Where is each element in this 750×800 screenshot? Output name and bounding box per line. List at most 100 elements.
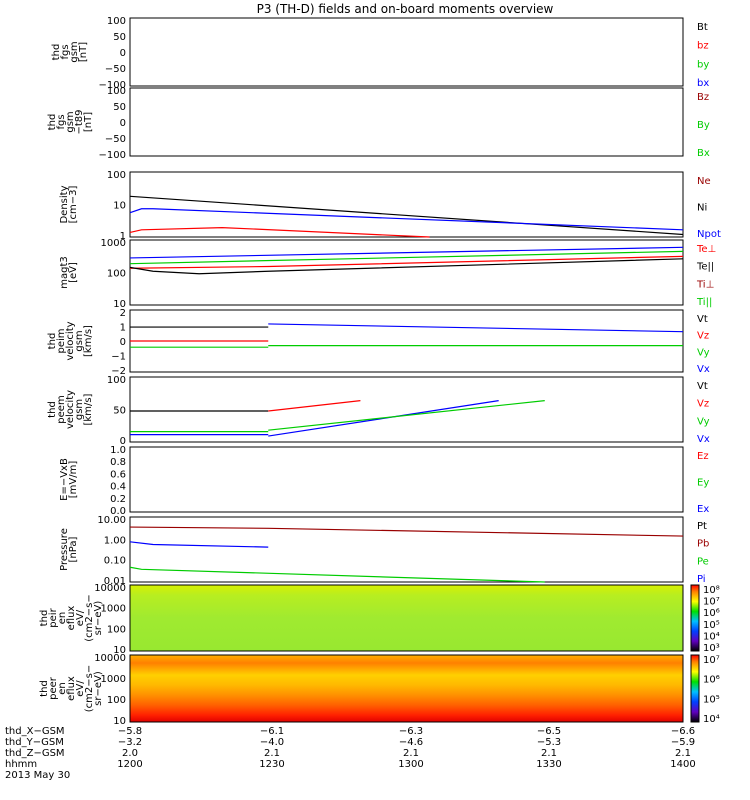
y-axis-label: eflux xyxy=(66,676,77,701)
y-axis-label: eflux xyxy=(66,606,77,631)
y-axis-label: [nPa] xyxy=(68,536,79,562)
panel-exb: Ez Ey Ex 1.00.80.6 0.40.20.0 E=−VxB[mV/m] xyxy=(59,445,709,517)
y-axis-label: (cm2−s− xyxy=(84,594,95,641)
heatmap-peir_eflux xyxy=(130,585,683,651)
y-axis-label: gsm xyxy=(74,399,85,420)
y-axis-label: eV/ xyxy=(75,680,86,697)
x-row-value: −6.6 xyxy=(671,726,695,737)
x-row-value: −5.9 xyxy=(671,737,695,748)
legend-fgs_gse-2: by xyxy=(697,59,709,70)
x-row-value: 1330 xyxy=(536,759,561,770)
date-label: 2013 May 30 xyxy=(5,770,70,781)
series-vel_peim-Vx xyxy=(268,323,684,333)
legend-density-0: Ne xyxy=(697,176,711,187)
y-tick-label: 0.6 xyxy=(110,469,126,480)
legend-vel_peim-0: Vt xyxy=(697,314,708,325)
y-axis-label: en xyxy=(57,682,68,695)
y-axis-label: [km/s] xyxy=(83,393,94,425)
panel-frame xyxy=(129,376,684,443)
y-tick-label: 1.0 xyxy=(110,445,126,456)
series-pressure-Pt xyxy=(129,526,684,537)
y-tick-label: 1 xyxy=(120,323,126,334)
colorbar-tick-label: 10⁶ xyxy=(703,675,720,686)
x-row-value: −4.6 xyxy=(399,737,423,748)
x-row-value: 2.1 xyxy=(264,748,280,759)
x-row-value: −5.8 xyxy=(118,726,142,737)
y-axis-label: thd xyxy=(47,114,58,131)
y-tick-label: 10 xyxy=(113,299,126,310)
series-vel_peem-Vy xyxy=(268,400,545,431)
series-density-Ni xyxy=(129,195,684,236)
panel-magt3: Te⊥ Te|| Ti⊥ Ti|| 1000 100 10 magt3[eV] xyxy=(59,238,716,310)
colorbar-tick-label: 10³ xyxy=(703,643,720,654)
legend-magt3-3: Ti|| xyxy=(696,297,712,308)
y-axis-label: peem xyxy=(56,395,67,423)
y-axis-label: velocity xyxy=(65,390,76,429)
x-row-value: 1200 xyxy=(117,759,142,770)
y-tick-label: 100 xyxy=(107,16,126,27)
panel-frame xyxy=(129,87,684,157)
y-tick-label: 100 xyxy=(107,375,126,386)
y-axis-label: gsm xyxy=(69,41,80,62)
colorbar-peir_eflux xyxy=(690,584,700,652)
y-axis-label: −t89 xyxy=(74,109,85,134)
y-axis-label: thd xyxy=(47,333,58,350)
y-tick-label: 0.8 xyxy=(110,457,126,468)
panel-frame xyxy=(129,171,684,238)
x-row-value: −6.3 xyxy=(399,726,423,737)
legend-pressure-2: Pe xyxy=(697,556,709,567)
y-tick-label: −2 xyxy=(111,366,126,377)
y-tick-label: 0.0 xyxy=(110,506,126,517)
panel-frame xyxy=(129,239,684,306)
series-pressure-Pi xyxy=(129,541,269,548)
y-axis-label: thd xyxy=(51,44,62,61)
legend-vel_peim-3: Vx xyxy=(697,364,710,375)
panel-frame xyxy=(129,17,684,87)
series-density-Ne xyxy=(129,226,430,238)
legend-vel_peem-3: Vx xyxy=(697,434,710,445)
y-tick-label: 100 xyxy=(107,695,126,706)
legend-exb-1: Ey xyxy=(697,478,709,489)
y-tick-label: 1000 xyxy=(101,604,126,615)
series-magt3-Ti|| xyxy=(129,250,684,265)
y-tick-label: −50 xyxy=(105,134,126,145)
y-tick-label: 50 xyxy=(113,32,126,43)
y-axis-label: fgs xyxy=(60,44,71,59)
legend-fgs_t89-0: Bz xyxy=(697,92,709,103)
series-density-Npot xyxy=(129,208,684,231)
x-row-value: 2.1 xyxy=(403,748,419,759)
y-tick-label: 1.00 xyxy=(104,535,126,546)
colorbar-peer_eflux xyxy=(690,654,700,723)
y-axis-label: eV/ xyxy=(75,609,86,626)
y-axis-label: peir xyxy=(48,607,59,627)
panel-peir_eflux: 10⁸10⁷10⁶10⁵10⁴10³10000100010010thdpeire… xyxy=(39,583,720,656)
series-magt3-Te|| xyxy=(129,246,684,259)
y-axis-label: [cm−3] xyxy=(68,186,79,224)
colorbar-tick-label: 10⁶ xyxy=(703,608,720,619)
x-row-value: −6.5 xyxy=(537,726,561,737)
panel-frame xyxy=(129,516,684,583)
panel-frame xyxy=(129,584,684,652)
y-tick-label: 0 xyxy=(120,436,126,447)
y-tick-label: 50 xyxy=(113,406,126,417)
y-axis-label: peer xyxy=(48,676,59,700)
y-tick-label: 100 xyxy=(107,269,126,280)
legend-fgs_gse-1: bz xyxy=(697,41,709,52)
legend-density-2: Npot xyxy=(697,229,721,240)
x-row-value: 1230 xyxy=(259,759,284,770)
y-axis-label: Pressure xyxy=(59,528,70,571)
legend-pressure-1: Pb xyxy=(697,539,709,550)
y-axis-label: fgs xyxy=(56,114,67,129)
plot-title: P3 (TH-D) fields and on-board moments ov… xyxy=(257,2,554,16)
y-tick-label: 0 xyxy=(120,48,126,59)
y-axis-label: sr−eV) xyxy=(93,671,104,706)
y-axis-label: sr−eV) xyxy=(93,601,104,636)
legend-vel_peem-0: Vt xyxy=(697,381,708,392)
legend-vel_peim-1: Vz xyxy=(697,331,709,342)
y-axis-label: [nT] xyxy=(83,112,94,132)
y-axis-label: gsm xyxy=(65,111,76,132)
